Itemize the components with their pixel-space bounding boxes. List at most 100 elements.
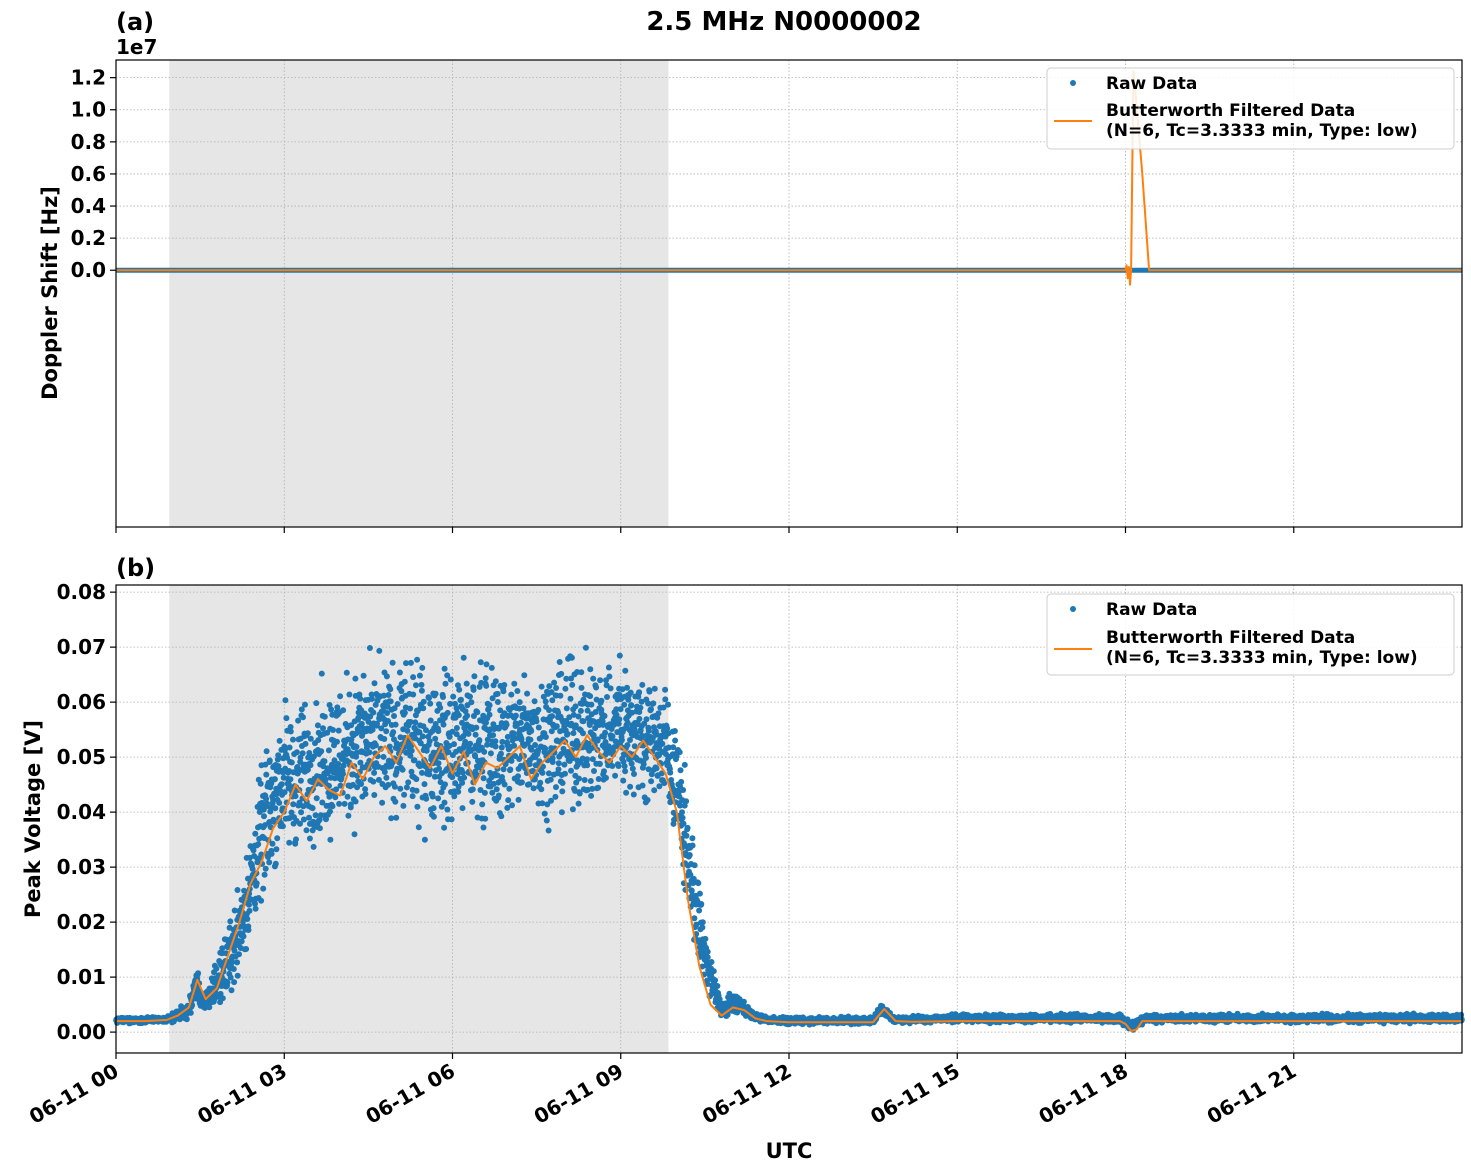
- raw-data-point: [366, 645, 373, 651]
- raw-data-point: [407, 752, 414, 759]
- raw-data-point: [419, 733, 426, 740]
- raw-data-point: [391, 713, 397, 719]
- raw-data-point: [346, 691, 353, 698]
- raw-data-point: [489, 695, 496, 702]
- raw-data-point: [639, 732, 646, 739]
- raw-data-point: [456, 686, 463, 693]
- raw-data-point: [426, 771, 433, 778]
- raw-data-point: [370, 709, 377, 716]
- raw-data-point: [286, 839, 293, 846]
- raw-data-point: [471, 673, 478, 680]
- raw-data-point: [587, 666, 594, 673]
- raw-data-point: [587, 778, 594, 784]
- raw-data-point: [494, 699, 501, 705]
- raw-data-point: [455, 682, 461, 689]
- raw-data-point: [699, 924, 706, 931]
- raw-data-point: [380, 692, 387, 699]
- raw-data-point: [553, 784, 559, 791]
- raw-data-point: [479, 801, 486, 808]
- raw-data-point: [431, 773, 438, 780]
- raw-data-point: [392, 798, 399, 805]
- raw-data-point: [383, 673, 390, 680]
- raw-data-point: [606, 673, 613, 680]
- raw-data-point: [337, 782, 344, 789]
- raw-data-point: [329, 803, 336, 810]
- raw-data-point: [615, 763, 622, 769]
- raw-data-point: [271, 776, 278, 783]
- raw-data-point: [464, 712, 471, 719]
- raw-data-point: [704, 948, 711, 955]
- raw-data-point: [466, 693, 473, 700]
- raw-data-point: [668, 777, 675, 783]
- raw-data-point: [331, 757, 338, 764]
- raw-data-point: [535, 724, 542, 731]
- raw-data-point: [604, 694, 610, 700]
- raw-data-point: [643, 716, 650, 723]
- raw-data-point: [601, 768, 607, 775]
- raw-data-point: [378, 725, 385, 732]
- raw-data-point: [555, 760, 562, 767]
- raw-data-point: [450, 693, 457, 700]
- raw-data-point: [444, 709, 451, 716]
- raw-data-point: [445, 749, 452, 756]
- raw-data-point: [263, 748, 270, 755]
- panel-b-raw-data: [113, 644, 1465, 1033]
- raw-data-point: [274, 756, 281, 763]
- raw-data-point: [646, 688, 653, 695]
- raw-data-point: [546, 707, 553, 714]
- raw-data-point: [581, 777, 588, 783]
- raw-data-point: [384, 710, 391, 716]
- raw-data-point: [272, 860, 279, 867]
- raw-data-point: [414, 803, 421, 810]
- raw-data-point: [426, 766, 433, 773]
- raw-data-point: [313, 700, 320, 707]
- raw-data-point: [680, 787, 687, 793]
- raw-data-point: [374, 720, 380, 727]
- raw-data-point: [419, 769, 425, 776]
- raw-data-point: [418, 681, 425, 688]
- raw-data-point: [689, 842, 696, 849]
- raw-data-point: [624, 684, 630, 691]
- raw-data-point: [480, 775, 487, 782]
- raw-data-point: [240, 933, 247, 940]
- raw-data-point: [627, 737, 633, 743]
- raw-data-point: [224, 979, 231, 986]
- raw-data-point: [624, 719, 631, 726]
- raw-data-point: [335, 727, 342, 734]
- raw-data-point: [446, 733, 453, 740]
- raw-data-point: [444, 806, 451, 813]
- raw-data-point: [661, 780, 668, 787]
- raw-data-point: [481, 789, 488, 796]
- raw-data-point: [494, 690, 501, 697]
- raw-data-point: [377, 745, 384, 752]
- raw-data-point: [219, 995, 226, 1002]
- raw-data-point: [609, 763, 616, 769]
- raw-data-point: [426, 738, 433, 745]
- raw-data-point: [396, 669, 403, 676]
- raw-data-point: [440, 694, 446, 700]
- raw-data-point: [183, 1016, 190, 1023]
- raw-data-point: [449, 774, 456, 781]
- raw-data-point: [304, 730, 311, 737]
- raw-data-point: [298, 706, 305, 713]
- raw-data-point: [351, 831, 358, 838]
- raw-data-point: [653, 765, 660, 772]
- raw-data-point: [411, 757, 418, 764]
- raw-data-point: [427, 717, 434, 724]
- raw-data-point: [483, 661, 490, 668]
- raw-data-point: [578, 669, 585, 676]
- raw-data-point: [665, 701, 671, 708]
- raw-data-point: [418, 687, 425, 694]
- raw-data-point: [403, 660, 409, 667]
- raw-data-point: [231, 947, 238, 954]
- raw-data-point: [343, 669, 350, 676]
- raw-data-point: [419, 664, 426, 671]
- raw-data-point: [446, 742, 453, 749]
- raw-data-point: [563, 675, 570, 682]
- raw-data-point: [656, 783, 663, 790]
- y-tick-label: 0.4: [71, 194, 106, 218]
- raw-data-point: [401, 709, 408, 716]
- raw-data-point: [393, 814, 400, 821]
- raw-data-point: [603, 774, 609, 781]
